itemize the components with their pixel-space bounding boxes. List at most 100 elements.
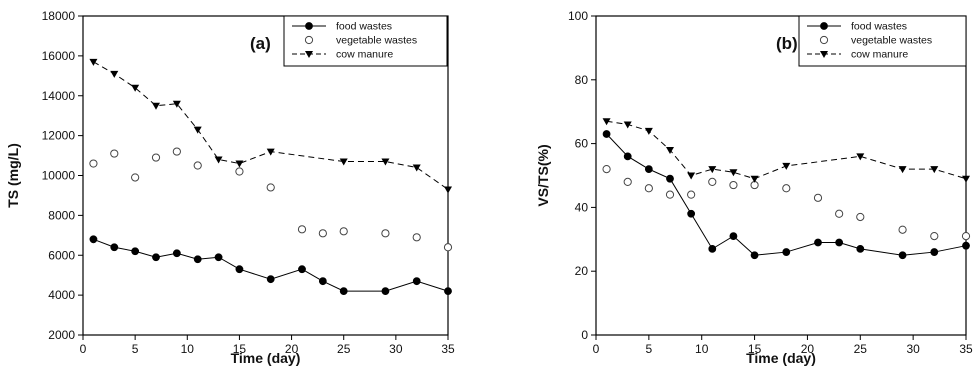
panel-b-y-axis-label: VS/TS(%) [535, 144, 551, 206]
panel-b-series-food-wastes-point [930, 248, 939, 256]
panel-b-legend-label: vegetable wastes [851, 35, 932, 47]
panel-a-x-tick-label: 10 [181, 342, 195, 356]
panel-a-y-tick-label: 4000 [48, 288, 75, 302]
panel-b-y-tick-label: 40 [575, 200, 589, 214]
panel-b-x-tick-label: 5 [646, 342, 653, 356]
panel-a-y-tick-label: 14000 [42, 89, 76, 103]
panel-b-series-vegetable-wastes-point [813, 193, 823, 202]
panel-b-series-food-wastes-point [729, 232, 738, 241]
panel-b-series-vegetable-wastes-point [665, 190, 675, 199]
panel-a: 0 5 10 15 20 25 30 35 2000 4000 6000 8000 10000 12000… [5, 9, 455, 366]
panel-a-series-food-wastes-point [318, 277, 327, 286]
panel-b-series-vegetable-wastes-point [729, 180, 738, 190]
panel-a-y-axis-label: TS (mg/L) [5, 143, 21, 208]
panel-b-legend-entry: vegetable wastes [819, 35, 932, 47]
panel-a-series-vegetable-wastes-point [443, 243, 453, 252]
panel-b-series-cow-manure-point [750, 175, 759, 183]
panel-a-y-tick-label: 10000 [42, 169, 76, 183]
panel-b-series-cow-manure-point [782, 162, 791, 170]
panel-a-series-food-wastes-point [339, 287, 348, 296]
panel-a-x-tick-label: 15 [233, 342, 247, 356]
panel-b-x-tick-label: 35 [959, 342, 973, 356]
panel-b-series-food-wastes-point [666, 174, 674, 183]
panel-a-series-vegetable-wastes-point [110, 149, 119, 158]
panel-b-legend-label: cow manure [851, 49, 908, 61]
panel-b-series-food-wastes-point [750, 251, 759, 260]
panel-b-legend-label: food wastes [851, 21, 907, 33]
panel-b-series-food-wastes-point [856, 244, 865, 253]
panel-b-series-food-wastes-line [606, 133, 967, 256]
panel-b-series-food-wastes-point [782, 248, 791, 256]
panel-a-series-vegetable-wastes-point [131, 173, 140, 182]
panel-b-legend-marker [820, 51, 828, 58]
panel-b-x-tick-label: 30 [906, 342, 920, 356]
panel-b-series-cow-manure [602, 118, 970, 183]
panel-a-y-tick-label: 6000 [48, 248, 75, 262]
panel-a-series-cow-manure-point [381, 158, 390, 166]
panel-b-x-axis-label: Time (day) [746, 350, 816, 366]
panel-a-series-cow-manure-point [152, 102, 160, 110]
panel-a-legend: food wastes vegetable wastes cow manure [283, 15, 448, 67]
panel-a-series-food-wastes [89, 235, 452, 296]
panel-b-series-food-wastes-point [623, 152, 632, 161]
panel-a-legend-entry: food wastes [292, 21, 392, 33]
panel-a-x-tick-label: 25 [337, 342, 351, 356]
panel-a-x-tick-label: 35 [441, 342, 455, 356]
panel-b-series-food-wastes-point [898, 251, 907, 260]
panel-b-series-vegetable-wastes-point [687, 190, 696, 199]
panel-b-y-tick-label: 100 [568, 9, 588, 23]
panel-b-series-cow-manure-line [606, 120, 967, 180]
panel-a-y-tick-label: 8000 [48, 208, 75, 222]
panel-b-series-vegetable-wastes [602, 165, 971, 241]
panel-b-legend-entry: cow manure [807, 49, 908, 61]
panel-a-series-food-wastes-point [110, 243, 119, 252]
panel-a-series-vegetable-wastes [89, 147, 453, 252]
panel-b-x-tick-label: 15 [748, 342, 762, 356]
panel-b: 0 5 10 15 20 25 30 35 0 20 40 60 80 100 Time (day) VS/T… [535, 9, 973, 366]
panel-b-series-cow-manure-point [729, 169, 738, 177]
panel-b-series-cow-manure-point [898, 166, 907, 174]
panel-a-y-tick-label: 12000 [42, 129, 76, 143]
panel-b-series-vegetable-wastes-point [930, 232, 939, 241]
panel-a-y-tick-label: 2000 [48, 328, 75, 342]
panel-b-series-food-wastes [602, 130, 970, 260]
panel-b-series-cow-manure-point [930, 166, 939, 174]
panel-b-series-cow-manure-point [687, 172, 696, 180]
panel-a-series-food-wastes-point [266, 275, 275, 284]
panel-b-series-vegetable-wastes-point [961, 232, 971, 241]
panel-a-series-vegetable-wastes-point [235, 167, 244, 176]
panel-b-series-food-wastes-point [687, 209, 696, 218]
panel-a-series-vegetable-wastes-point [381, 229, 390, 238]
panel-b-series-vegetable-wastes-point [644, 184, 653, 193]
panel-a-legend-label: vegetable wastes [336, 35, 417, 47]
panel-a-series-food-wastes-line [93, 238, 449, 292]
panel-a-series-vegetable-wastes-point [266, 183, 275, 192]
panel-b-series-vegetable-wastes-point [782, 184, 791, 193]
panel-b-series-food-wastes-point [708, 244, 717, 253]
panel-a-series-food-wastes-point [381, 287, 390, 296]
panel-b-series-cow-manure-point [644, 127, 653, 135]
panel-b-series-vegetable-wastes-point [898, 225, 907, 234]
panel-b-plot-frame [595, 15, 967, 336]
panel-b-y-tick-label: 80 [575, 73, 589, 87]
panel-a-series-cow-manure-point [89, 58, 98, 66]
panel-a-legend-label: cow manure [336, 49, 393, 61]
panel-b-panel-label: (b) [776, 34, 798, 53]
panel-b-x-tick-label: 20 [801, 342, 815, 356]
panel-a-series-food-wastes-point [214, 253, 223, 262]
panel-a-series-vegetable-wastes-point [412, 233, 421, 242]
panel-b-series-vegetable-wastes-point [708, 177, 717, 186]
panel-b-series-cow-manure-point [666, 146, 674, 154]
panel-a-series-cow-manure-point [193, 126, 202, 134]
panel-a-series-cow-manure-line [93, 61, 449, 190]
panel-b-legend-marker [820, 22, 828, 30]
panel-a-x-tick-label: 20 [285, 342, 299, 356]
panel-b-legend-marker [819, 35, 829, 45]
panel-b-series-food-wastes-point [602, 130, 611, 138]
panel-a-legend-label: food wastes [336, 21, 392, 33]
panel-a-series-food-wastes-point [131, 247, 140, 256]
panel-a-series-food-wastes-point [172, 249, 181, 258]
panel-a-y-tick-label: 16000 [42, 49, 76, 63]
panel-b-x-tick-label: 10 [695, 342, 709, 356]
